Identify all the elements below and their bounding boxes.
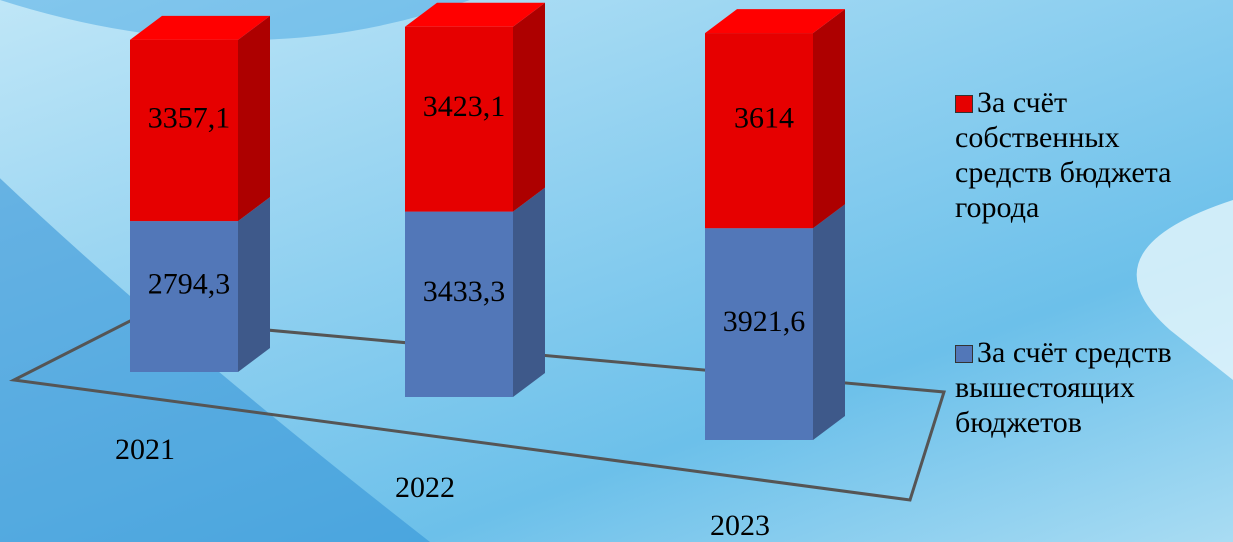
data-label: 3921,6	[723, 305, 806, 338]
data-label: 3357,1	[148, 101, 231, 134]
bar-side	[813, 204, 845, 440]
background-swoosh	[0, 178, 430, 542]
data-label: 2794,3	[148, 267, 231, 300]
legend-swatch	[955, 95, 973, 113]
legend-label: За счёт собственных средств бюджета горо…	[955, 86, 1172, 224]
legend-item: За счёт собственных средств бюджета горо…	[955, 85, 1220, 225]
data-label: 3423,1	[423, 90, 506, 123]
legend-item: За счёт средств вышестоящих бюджетов	[955, 335, 1220, 440]
bar-top	[705, 9, 845, 34]
x-tick-label: 2022	[395, 471, 455, 504]
legend-label: За счёт средств вышестоящих бюджетов	[955, 336, 1172, 439]
floor-outline	[9, 316, 946, 502]
bar-side	[238, 15, 270, 222]
bar-side	[813, 9, 845, 229]
x-tick-label: 2021	[115, 433, 175, 466]
bar-segment	[705, 33, 813, 229]
bar-side	[238, 197, 270, 372]
bar-side	[513, 2, 545, 212]
bar-top	[130, 15, 270, 40]
background-swoosh	[1136, 200, 1233, 380]
bar-side	[513, 187, 545, 397]
x-tick-label: 2023	[710, 509, 770, 542]
legend-swatch	[955, 345, 973, 363]
bar-segment	[705, 228, 813, 440]
bar-segment	[405, 211, 513, 397]
bar-top	[405, 2, 545, 27]
data-label: 3614	[734, 102, 794, 135]
data-label: 3433,3	[423, 275, 506, 308]
bars: 2794,3 3357,1 3433,3 3423,1 3921,6 3614	[130, 2, 845, 440]
bar-segment	[405, 26, 513, 212]
bar-segment	[130, 39, 238, 222]
bar-segment	[130, 221, 238, 372]
